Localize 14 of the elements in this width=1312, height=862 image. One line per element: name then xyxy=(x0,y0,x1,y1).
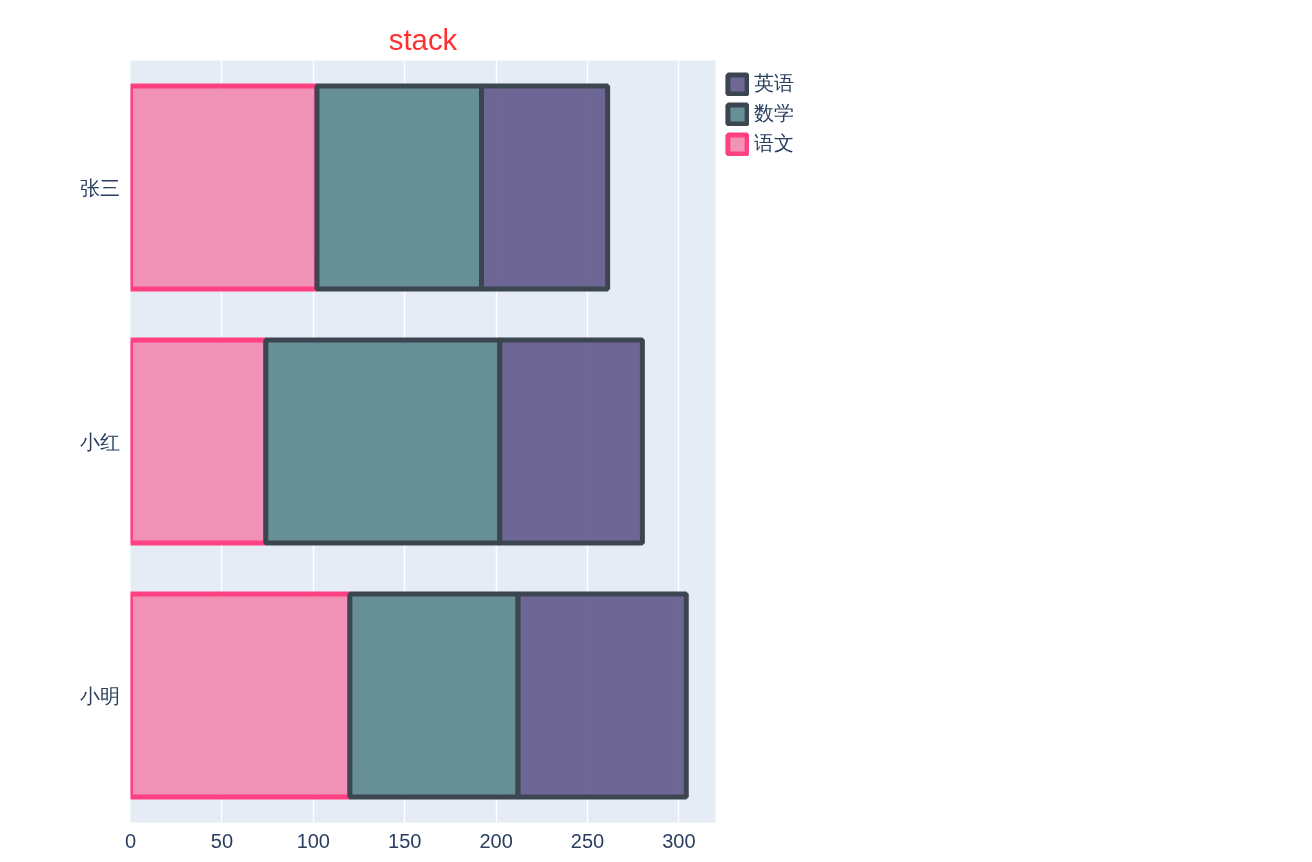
x-tick-label: 50 xyxy=(210,829,234,852)
chart-title: stack xyxy=(388,22,458,56)
legend-label: 英语 xyxy=(754,71,794,96)
legend-label: 语文 xyxy=(754,131,794,156)
y-tick-label: 张三 xyxy=(79,176,120,199)
y-tick-label: 小明 xyxy=(79,684,120,707)
x-tick-label: 100 xyxy=(296,829,330,852)
x-tick-label: 0 xyxy=(124,829,137,852)
x-tick-label: 250 xyxy=(570,829,605,852)
legend-label: 数学 xyxy=(754,101,794,126)
x-tick-label: 150 xyxy=(388,829,422,852)
x-tick-label: 200 xyxy=(479,829,513,852)
y-tick-label: 小红 xyxy=(79,430,120,453)
x-tick-label: 300 xyxy=(662,829,696,852)
